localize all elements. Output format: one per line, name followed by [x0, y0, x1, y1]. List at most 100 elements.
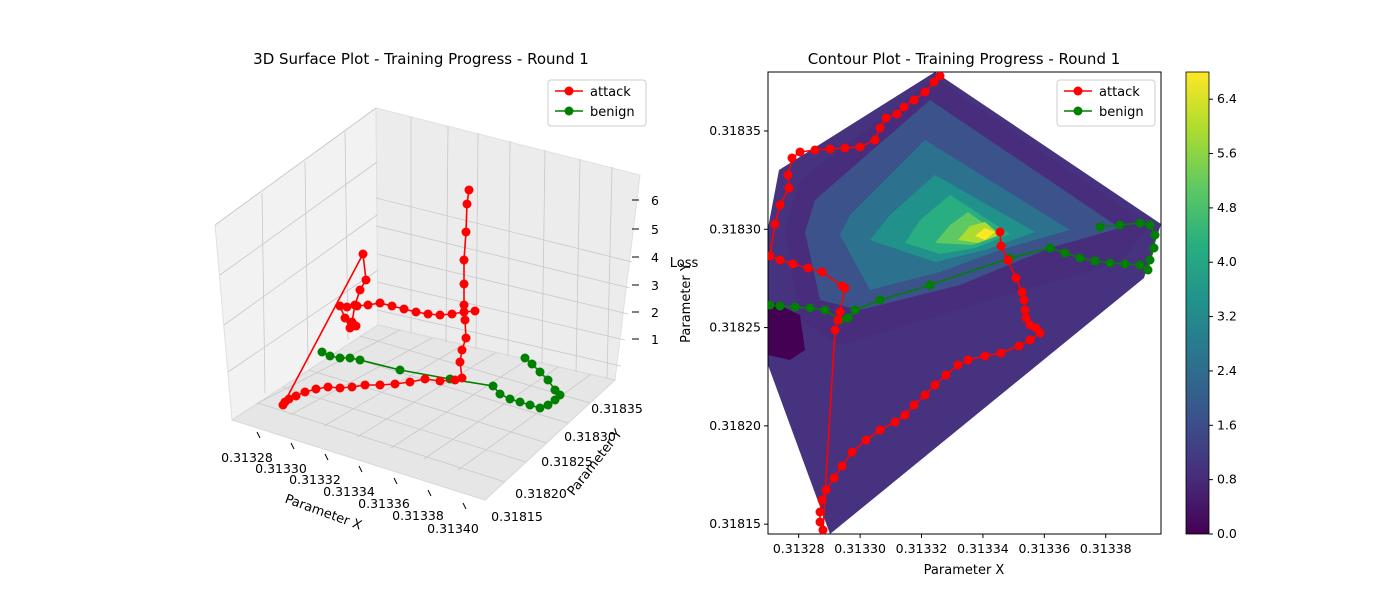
attack-point [787, 153, 797, 163]
attack-point [825, 144, 835, 154]
attack-point [1020, 305, 1030, 315]
attack-point [464, 185, 474, 195]
attack-point [935, 72, 945, 81]
attack-point [810, 145, 820, 155]
z-tick-label: 2 [651, 305, 659, 320]
attack-point [1014, 341, 1024, 351]
gridline [214, 107, 377, 226]
attack-point [411, 307, 421, 317]
attack-point [784, 183, 794, 193]
attack-point [815, 517, 825, 527]
attack-point [837, 461, 847, 471]
x-tick-mark [290, 442, 295, 450]
attack-point [455, 357, 465, 367]
attack-point [899, 102, 909, 112]
attack-point [447, 309, 457, 319]
gridline [255, 329, 401, 405]
x-tick-mark [256, 431, 261, 439]
z-tick-label: 1 [651, 332, 659, 347]
chart-1-zlabel: Loss [670, 256, 699, 271]
attack-point [360, 380, 370, 390]
colorbar-ticks: 0.0 0.8 1.6 2.4 3.2 4.0 4.8 5.6 6.4 [1209, 91, 1237, 541]
benign-point [850, 305, 860, 315]
chart-2-title: Contour Plot - Training Progress - Round… [808, 50, 1121, 68]
attack-point [775, 255, 785, 265]
colorbar-tick-label: 0.0 [1217, 526, 1237, 541]
attack-markers-3d [278, 185, 480, 410]
attack-point [837, 281, 847, 291]
attack-point [423, 309, 433, 319]
contour-dark-region [768, 300, 805, 360]
y-tick-label: 0.31815 [491, 509, 543, 524]
x-tick-label: 0.31332 [289, 472, 341, 487]
gridline [457, 374, 591, 471]
colorbar-tick-label: 2.4 [1217, 363, 1237, 378]
x-tick-label: 0.31336 [358, 496, 410, 511]
attack-point [461, 333, 471, 343]
attack-point [457, 345, 467, 355]
attack-point [768, 251, 775, 261]
attack-point [459, 307, 469, 317]
attack-point [963, 355, 973, 365]
legend-benign-label: benign [1099, 105, 1144, 120]
attack-point [355, 285, 365, 295]
attack-point [363, 300, 373, 310]
attack-point [450, 375, 460, 385]
gridline [390, 359, 528, 449]
benign-point [550, 395, 560, 405]
attack-point [399, 304, 409, 314]
attack-point [861, 435, 871, 445]
benign-point [488, 381, 498, 391]
attack-point [775, 200, 785, 210]
y-tick-label: 0.31825 [541, 454, 593, 469]
gridline [219, 161, 378, 276]
x-tick-mark [393, 477, 398, 485]
attack-point [461, 227, 471, 237]
y-tick-label: 0.31815 [709, 516, 761, 531]
benign-point [925, 280, 935, 290]
x-tick-mark [462, 502, 467, 510]
attack-point [405, 377, 415, 387]
benign-point [1143, 265, 1153, 275]
attack-point [847, 447, 857, 457]
attack-point [358, 249, 368, 259]
benign-point [527, 359, 537, 369]
colorbar-tick-label: 3.2 [1217, 309, 1237, 324]
chart-2-ylabel: Parameter Y [679, 263, 694, 343]
benign-point [317, 347, 327, 357]
gridline [376, 281, 626, 341]
benign-point [535, 403, 545, 413]
colorbar-tick-label: 0.8 [1217, 472, 1237, 487]
benign-point [495, 389, 505, 399]
y-tick-label: 0.31830 [564, 429, 616, 444]
attack-point [459, 279, 469, 289]
benign-point [843, 313, 853, 323]
attack-point [470, 306, 480, 316]
legend-benign-label: benign [590, 105, 635, 120]
x-tick-label: 0.31330 [255, 461, 307, 476]
x-tick-label: 0.31336 [1018, 541, 1070, 556]
attack-point [375, 380, 385, 390]
benign-point [515, 397, 525, 407]
attack-point [817, 267, 827, 277]
gridline [356, 352, 496, 438]
gridline [423, 366, 559, 460]
x-tick-label: 0.31332 [896, 541, 948, 556]
gridline [541, 149, 546, 365]
colorbar-tick-label: 1.6 [1217, 417, 1237, 432]
attack-point [783, 170, 793, 180]
attack-point [980, 351, 990, 361]
attack-point [420, 374, 430, 384]
chart-2-legend: attack benign [1056, 79, 1156, 127]
benign-point [335, 353, 345, 363]
attack-point [855, 142, 865, 152]
attack-point [1025, 335, 1035, 345]
attack-point [278, 400, 288, 410]
benign-point [1135, 218, 1145, 228]
attack-point [300, 387, 310, 397]
gridline [575, 158, 581, 373]
gridline [445, 125, 449, 343]
attack-point [1035, 328, 1045, 338]
gridline [282, 386, 527, 463]
